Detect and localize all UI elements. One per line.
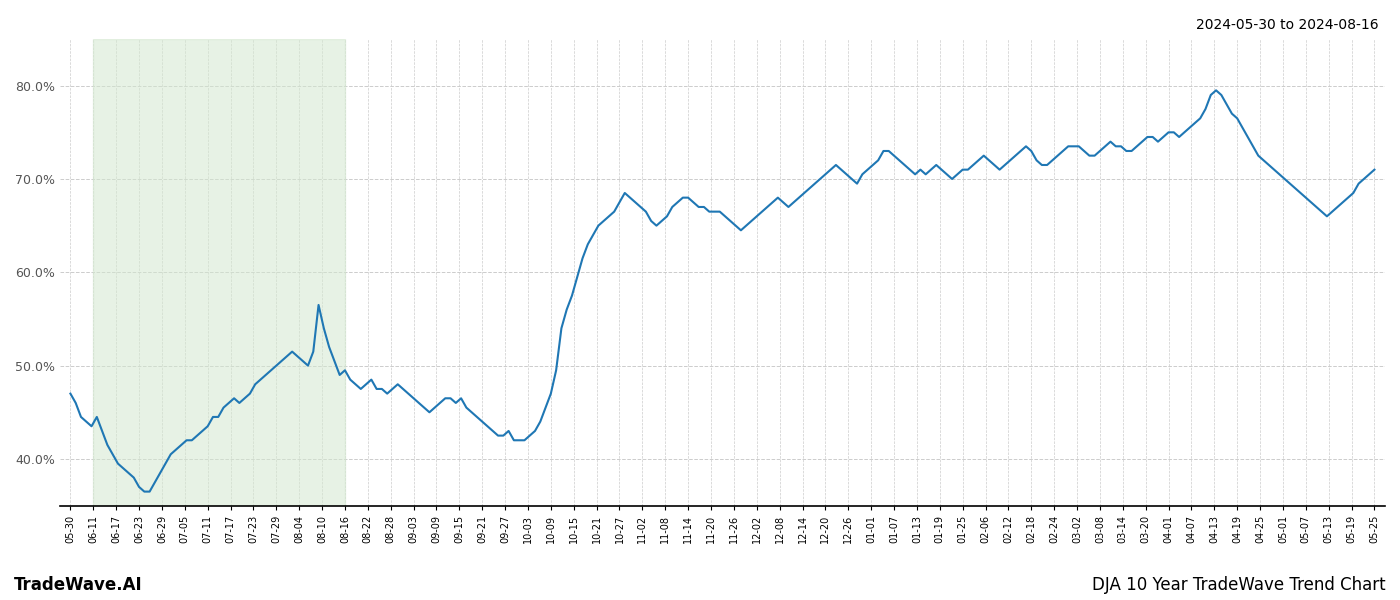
- Text: 2024-05-30 to 2024-08-16: 2024-05-30 to 2024-08-16: [1197, 18, 1379, 32]
- Bar: [94, 39, 344, 506]
- Text: TradeWave.AI: TradeWave.AI: [14, 576, 143, 594]
- Text: DJA 10 Year TradeWave Trend Chart: DJA 10 Year TradeWave Trend Chart: [1092, 576, 1386, 594]
